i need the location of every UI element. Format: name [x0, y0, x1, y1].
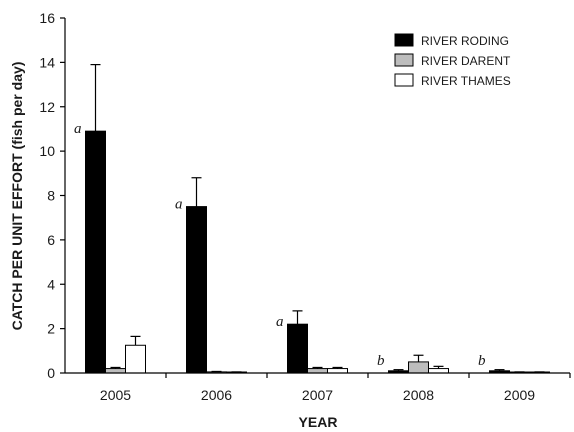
- y-tick-label: 8: [47, 188, 55, 204]
- x-ticks-group: 2005 2006 2007 2008 2009: [100, 373, 571, 403]
- bar-river-roding-2005: [85, 130, 106, 374]
- y-tick-label: 12: [39, 99, 55, 115]
- y-tick-label: 6: [47, 232, 55, 248]
- bar-river-thames-2008: [428, 368, 449, 374]
- significance-label: b: [478, 353, 486, 369]
- bar-river-roding-2006: [186, 206, 207, 374]
- y-tick-label: 16: [39, 10, 55, 26]
- y-tick-label: 2: [47, 321, 55, 337]
- y-tick-label: 10: [39, 143, 55, 159]
- bar-river-thames-2007: [327, 368, 348, 374]
- legend-swatch: [394, 73, 414, 87]
- y-tick-label: 0: [47, 365, 55, 381]
- significance-label: a: [74, 121, 82, 137]
- legend-swatch: [394, 33, 414, 47]
- legend-label: RIVER RODING: [421, 34, 509, 48]
- bar-river-roding-2007: [287, 323, 308, 374]
- y-tick-label: 14: [39, 54, 55, 70]
- x-tick-label: 2009: [504, 387, 535, 403]
- axes-group: [64, 18, 570, 374]
- x-axis-title: YEAR: [299, 414, 338, 430]
- legend: RIVER RODING RIVER DARENT RIVER THAMES: [394, 33, 511, 88]
- y-axis-title: CATCH PER UNIT EFFORT (fish per day): [9, 62, 25, 331]
- x-tick-label: 2006: [201, 387, 232, 403]
- bars-group: [85, 130, 550, 374]
- annotations-group: a a a b b: [74, 121, 486, 369]
- error-bars-group: [90, 63, 545, 373]
- bar-river-darent-2008: [408, 361, 429, 374]
- legend-swatch: [394, 53, 414, 67]
- significance-label: a: [175, 197, 183, 213]
- x-tick-label: 2007: [302, 387, 333, 403]
- significance-label: b: [377, 353, 385, 369]
- y-ticks-group: 0 2 4 6 8 10 12 14 16: [39, 10, 65, 381]
- legend-label: RIVER DARENT: [421, 54, 511, 68]
- y-tick-label: 4: [47, 276, 55, 292]
- bar-river-thames-2005: [125, 344, 146, 374]
- x-tick-label: 2005: [100, 387, 131, 403]
- bar-river-darent-2005: [105, 368, 126, 374]
- x-tick-label: 2008: [403, 387, 434, 403]
- legend-label: RIVER THAMES: [421, 74, 511, 88]
- bar-river-darent-2007: [307, 368, 328, 374]
- significance-label: a: [276, 314, 284, 330]
